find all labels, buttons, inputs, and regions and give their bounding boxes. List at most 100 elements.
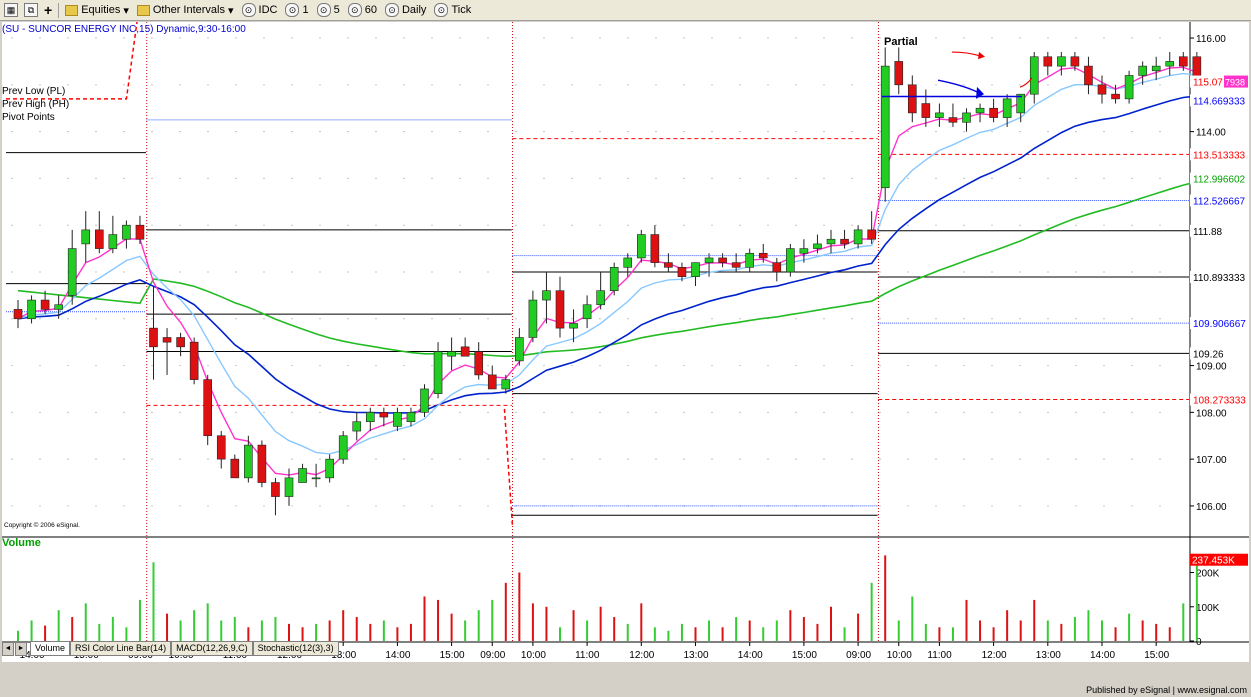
grid-dot	[767, 131, 769, 133]
grid-dot	[235, 37, 237, 39]
grid-dot	[95, 364, 97, 367]
chart-area[interactable]: (SU - SUNCOR ENERGY INC,15) Dynamic,9:30…	[2, 0, 1249, 674]
candle-body	[596, 290, 605, 306]
tab-stochastic[interactable]: Stochastic(12(3),3)	[252, 642, 339, 656]
candle-body	[623, 257, 633, 268]
interval-60-label: 60	[364, 4, 377, 16]
link-button[interactable]: ⧉	[24, 3, 38, 17]
grid-dot	[431, 224, 433, 226]
grid-dot	[95, 224, 97, 226]
candle-body	[365, 412, 375, 423]
candle-body	[54, 304, 63, 310]
interval-60[interactable]: ⊙ 60	[347, 3, 377, 17]
grid-dot	[1103, 177, 1105, 180]
interval-tick[interactable]: ⊙ Tick	[434, 3, 471, 17]
interval-idc[interactable]: ⊙ IDC	[241, 3, 277, 17]
tab-rsi[interactable]: RSI Color Line Bar(14)	[70, 642, 172, 656]
add-button[interactable]: +	[44, 2, 52, 18]
grid-dot	[767, 177, 769, 180]
grid-dot	[823, 364, 825, 367]
toolbar: ▦ ⧉ + Equities ▾ Other Intervals ▾ ⊙ IDC ⊙ 1 ⊙ 5 ⊙…	[0, 0, 1251, 21]
interval-daily[interactable]: ⊙ Daily	[384, 3, 426, 17]
interval-1[interactable]: ⊙ 1	[285, 3, 309, 17]
grid-dot	[683, 505, 685, 507]
grid-dot	[1047, 318, 1049, 320]
other-intervals-menu-label: Other Intervals	[152, 4, 225, 16]
grid-dot	[11, 84, 13, 86]
candle-body	[975, 107, 985, 114]
grid-dot	[235, 505, 237, 507]
grid-dot	[263, 84, 265, 86]
grid-dot	[739, 411, 741, 413]
grid-dot	[1019, 84, 1021, 86]
grid-dot	[1103, 411, 1105, 413]
grid-dot	[935, 505, 937, 507]
grid-dot	[823, 224, 825, 226]
footer-credit: Published by eSignal | www.esignal.com	[1086, 685, 1247, 695]
grid-dot	[1159, 458, 1161, 460]
grid-dot	[263, 318, 265, 320]
tab-volume[interactable]: Volume	[30, 642, 71, 656]
chart-type-button[interactable]: ▦	[4, 3, 18, 17]
grid-dot	[963, 177, 965, 180]
grid-dot	[991, 177, 993, 180]
grid-dot	[487, 505, 489, 507]
grid-dot	[1131, 177, 1133, 180]
grid-dot	[655, 84, 657, 86]
tab-scroll-arrows: ◄ ►	[2, 642, 27, 656]
grid-dot	[1075, 131, 1077, 133]
candle-body	[1029, 56, 1039, 95]
grid-dot	[683, 131, 685, 133]
equities-menu[interactable]: Equities ▾	[65, 4, 129, 17]
grid-dot	[431, 84, 433, 86]
grid-dot	[1103, 271, 1105, 273]
grid-dot	[1047, 84, 1049, 86]
grid-dot	[459, 318, 461, 320]
grid-dot	[571, 224, 573, 226]
grid-dot	[207, 505, 209, 507]
grid-dot	[431, 505, 433, 507]
vol-y-tick-label: 200K	[1196, 569, 1220, 580]
grid-dot	[823, 37, 825, 39]
grid-dot	[207, 84, 209, 86]
grid-dot	[235, 177, 237, 180]
grid-dot	[151, 177, 153, 180]
price-chart-svg[interactable]: (SU - SUNCOR ENERGY INC,15) Dynamic,9:30…	[2, 0, 1249, 674]
tab-scroll-left-icon[interactable]: ◄	[2, 642, 14, 656]
grid-dot	[1075, 37, 1077, 39]
grid-dot	[599, 131, 601, 133]
grid-dot	[151, 224, 153, 226]
ma-mid-line	[17, 95, 1197, 414]
grid-dot	[627, 84, 629, 86]
other-intervals-menu[interactable]: Other Intervals ▾	[136, 4, 234, 17]
grid-dot	[347, 37, 349, 39]
grid-dot	[123, 37, 125, 39]
interval-5[interactable]: ⊙ 5	[316, 3, 340, 17]
grid-dot	[11, 458, 13, 460]
grid-dot	[599, 177, 601, 180]
candle-body	[311, 477, 321, 480]
grid-dot	[963, 84, 965, 86]
grid-dot	[627, 458, 629, 460]
grid-dot	[655, 224, 657, 226]
candle-body	[962, 112, 971, 123]
candle-body	[298, 468, 307, 483]
grid-dot	[1159, 84, 1161, 86]
clock-icon: ⊙	[241, 3, 256, 17]
x-tick-label: 14:00	[385, 650, 410, 661]
candle-body	[216, 435, 226, 460]
grid-dot	[263, 271, 265, 273]
candle-body	[650, 234, 660, 263]
grid-dot	[179, 131, 181, 133]
grid-dot	[571, 458, 573, 460]
tab-macd[interactable]: MACD(12,26,9,C)	[171, 642, 253, 656]
grid-dot	[571, 131, 573, 133]
grid-dot	[319, 37, 321, 39]
grid-dot	[123, 177, 125, 180]
grid-dot	[179, 37, 181, 39]
candle-body	[420, 388, 429, 413]
x-tick-label: 12:00	[982, 650, 1007, 661]
grid-dot	[1131, 411, 1133, 413]
grid-dot	[543, 37, 545, 39]
tab-scroll-right-icon[interactable]: ►	[15, 642, 27, 656]
